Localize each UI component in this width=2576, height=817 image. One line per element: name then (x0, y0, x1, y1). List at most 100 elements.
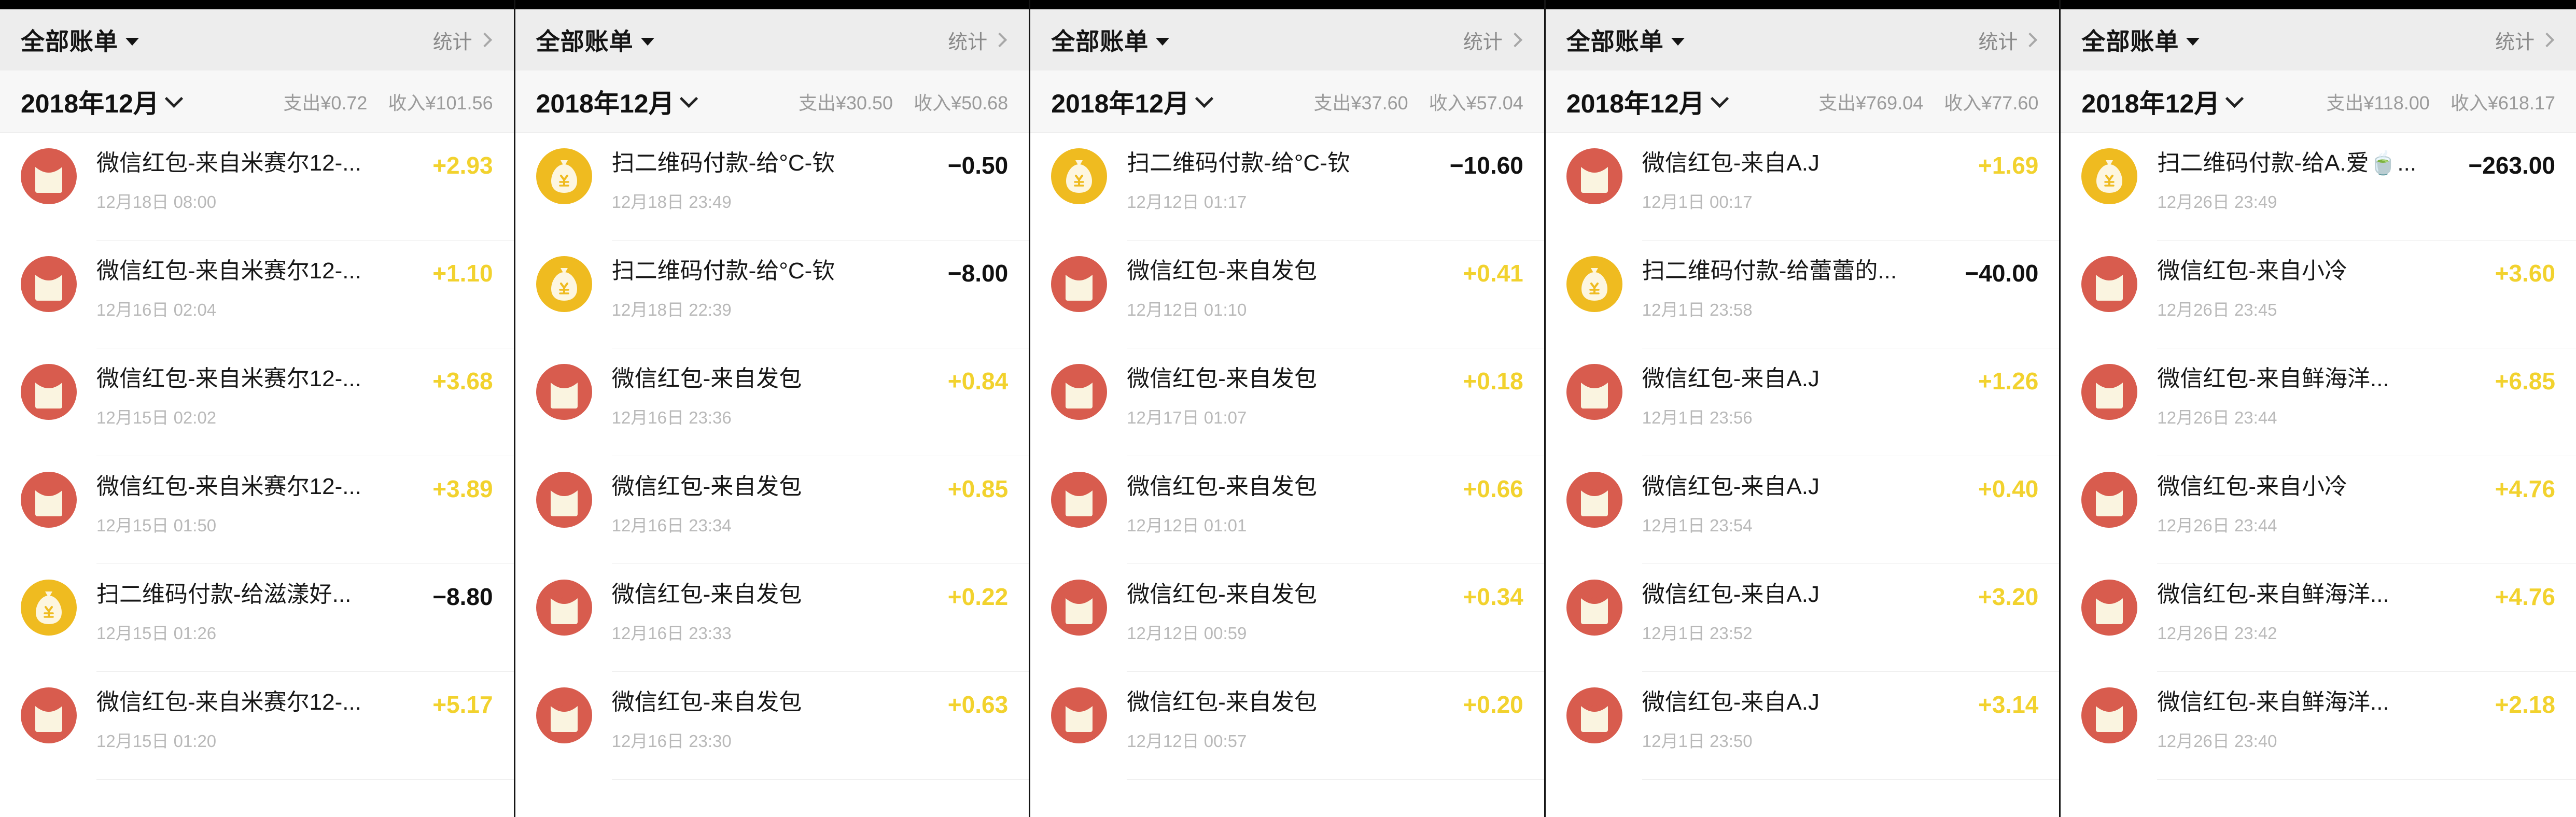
transaction-row[interactable]: 微信红包-来自鲜海洋... 12月26日 23:44 +6.85 (2061, 348, 2576, 456)
statistics-label: 统计 (1463, 31, 1503, 53)
transaction-title: 微信红包-来自A.J (1642, 689, 1820, 715)
transaction-row[interactable]: 扫二维码付款-给°C-钦 12月18日 22:39 −8.00 (515, 241, 1029, 348)
account-filter-dropdown[interactable]: 全部账单 (2081, 23, 2200, 57)
bill-panel-3: 全部账单 统计 2018年12月 支出¥37.60 收入¥57.04 扫二维码付款-给°C… (1030, 0, 1546, 817)
red-packet-icon (21, 687, 77, 743)
transaction-row[interactable]: 微信红包-来自发包 12月12日 00:59 +0.34 (1030, 564, 1544, 672)
red-packet-icon (1566, 364, 1622, 420)
transaction-row[interactable]: 微信红包-来自A.J 12月1日 23:50 +3.14 (1546, 672, 2060, 780)
red-packet-icon (1051, 687, 1108, 743)
transaction-date: 12月16日 23:30 (611, 731, 732, 751)
transaction-row[interactable]: 扫二维码付款-给A.爱🍵... 12月26日 23:49 −263.00 (2061, 133, 2576, 241)
transaction-info: 扫二维码付款-给°C-钦 12月18日 23:49 (612, 148, 941, 213)
transaction-row[interactable]: 微信红包-来自鲜海洋... 12月26日 23:42 +4.76 (2061, 564, 2576, 672)
red-packet-icon (21, 256, 77, 312)
transaction-date: 12月26日 23:44 (2157, 408, 2277, 428)
nav-bar: 全部账单 统计 (0, 9, 514, 71)
transaction-row[interactable]: 微信红包-来自发包 12月12日 01:10 +0.41 (1030, 241, 1544, 348)
transaction-amount: +1.10 (432, 260, 493, 287)
status-bar (1030, 0, 1544, 9)
transaction-amount: +4.76 (2495, 475, 2555, 502)
month-picker[interactable]: 2018年12月 (536, 83, 698, 120)
transaction-row[interactable]: 微信红包-来自小冷 12月26日 23:45 +3.60 (2061, 241, 2576, 348)
statistics-link[interactable]: 统计 (1978, 26, 2038, 54)
transaction-row[interactable]: 扫二维码付款-给蕾蕾的... 12月1日 23:58 −40.00 (1546, 241, 2060, 348)
bill-panel-2: 全部账单 统计 2018年12月 支出¥30.50 收入¥50.68 扫二维码付款-给°C… (515, 0, 1031, 817)
red-packet-icon (21, 472, 77, 528)
red-packet-icon (2081, 364, 2138, 420)
transaction-title: 微信红包-来自米赛尔12-... (96, 689, 361, 715)
account-filter-dropdown[interactable]: 全部账单 (21, 23, 139, 57)
transaction-info: 微信红包-来自米赛尔12-... 12月18日 08:00 (96, 148, 425, 213)
transaction-title: 微信红包-来自发包 (1127, 582, 1317, 607)
transaction-row[interactable]: 微信红包-来自A.J 12月1日 23:52 +3.20 (1546, 564, 2060, 672)
month-picker[interactable]: 2018年12月 (21, 83, 184, 120)
transaction-row[interactable]: 微信红包-来自A.J 12月1日 23:56 +1.26 (1546, 348, 2060, 456)
transaction-info: 微信红包-来自发包 12月17日 01:07 (1127, 364, 1455, 429)
transaction-row[interactable]: 微信红包-来自A.J 12月1日 23:54 +0.40 (1546, 456, 2060, 564)
month-picker[interactable]: 2018年12月 (1051, 83, 1214, 120)
transaction-amount: −40.00 (1965, 260, 2039, 287)
statistics-link[interactable]: 统计 (2495, 26, 2555, 54)
transaction-date: 12月15日 01:20 (96, 731, 217, 751)
chevron-right-icon (1507, 32, 1522, 48)
red-packet-icon (1566, 148, 1622, 204)
transaction-info: 微信红包-来自小冷 12月26日 23:45 (2157, 256, 2487, 321)
transaction-row[interactable]: 微信红包-来自米赛尔12-... 12月15日 02:02 +3.68 (0, 348, 514, 456)
transaction-row[interactable]: 扫二维码付款-给°C-钦 12月18日 23:49 −0.50 (515, 133, 1029, 241)
month-totals: 支出¥37.60 收入¥57.04 (1314, 88, 1523, 115)
transaction-row[interactable]: 微信红包-来自米赛尔12-... 12月15日 01:20 +5.17 (0, 672, 514, 780)
account-filter-dropdown[interactable]: 全部账单 (1051, 23, 1170, 57)
transaction-row[interactable]: 微信红包-来自米赛尔12-... 12月18日 08:00 +2.93 (0, 133, 514, 241)
transaction-row[interactable]: 微信红包-来自鲜海洋... 12月26日 23:40 +2.18 (2061, 672, 2576, 780)
transaction-row[interactable]: 微信红包-来自米赛尔12-... 12月16日 02:04 +1.10 (0, 241, 514, 348)
statistics-link[interactable]: 统计 (948, 26, 1007, 54)
nav-bar: 全部账单 统计 (2061, 9, 2576, 71)
transaction-row[interactable]: 微信红包-来自发包 12月16日 23:36 +0.84 (515, 348, 1029, 456)
transaction-row[interactable]: 微信红包-来自A.J 12月1日 00:17 +1.69 (1546, 133, 2060, 241)
month-picker[interactable]: 2018年12月 (1566, 83, 1729, 120)
transaction-list: 扫二维码付款-给A.爱🍵... 12月26日 23:49 −263.00 微信红包-来… (2061, 133, 2576, 780)
month-label: 2018年12月 (1566, 89, 1705, 118)
transaction-row[interactable]: 微信红包-来自发包 12月12日 01:01 +0.66 (1030, 456, 1544, 564)
red-packet-icon (536, 580, 592, 636)
transaction-title: 扫二维码付款-给°C-钦 (1127, 150, 1350, 176)
red-packet-icon (1566, 580, 1622, 636)
chevron-down-icon (680, 89, 698, 108)
transaction-row[interactable]: 微信红包-来自小冷 12月26日 23:44 +4.76 (2061, 456, 2576, 564)
account-filter-dropdown[interactable]: 全部账单 (536, 23, 654, 57)
nav-title-label: 全部账单 (1051, 28, 1149, 55)
transaction-info: 微信红包-来自鲜海洋... 12月26日 23:44 (2157, 364, 2487, 429)
transaction-row[interactable]: 扫二维码付款-给滋漾好... 12月15日 01:26 −8.80 (0, 564, 514, 672)
transaction-info: 微信红包-来自发包 12月12日 00:57 (1127, 687, 1455, 752)
account-filter-dropdown[interactable]: 全部账单 (1566, 23, 1685, 57)
statistics-label: 统计 (2495, 31, 2535, 53)
transaction-date: 12月12日 00:57 (1127, 731, 1247, 751)
statistics-link[interactable]: 统计 (1463, 26, 1522, 54)
transaction-info: 微信红包-来自发包 12月12日 01:01 (1127, 472, 1455, 537)
transaction-row[interactable]: 微信红包-来自发包 12月17日 01:07 +0.18 (1030, 348, 1544, 456)
transaction-row[interactable]: 微信红包-来自发包 12月16日 23:33 +0.22 (515, 564, 1029, 672)
month-totals: 支出¥769.04 收入¥77.60 (1818, 88, 2038, 115)
transaction-date: 12月1日 00:17 (1642, 192, 1753, 212)
transaction-row[interactable]: 微信红包-来自米赛尔12-... 12月15日 01:50 +3.89 (0, 456, 514, 564)
transaction-title: 微信红包-来自发包 (611, 582, 802, 607)
transaction-row[interactable]: 微信红包-来自发包 12月16日 23:30 +0.63 (515, 672, 1029, 780)
expense-total: 支出¥30.50 (798, 92, 893, 114)
transaction-amount: +0.66 (1463, 475, 1523, 502)
transaction-row[interactable]: 扫二维码付款-给°C-钦 12月12日 01:17 −10.60 (1030, 133, 1544, 241)
month-summary-bar: 2018年12月 支出¥37.60 收入¥57.04 (1030, 71, 1544, 133)
month-picker[interactable]: 2018年12月 (2081, 83, 2244, 120)
income-total: 收入¥101.56 (388, 92, 493, 114)
statistics-link[interactable]: 统计 (433, 26, 492, 54)
transaction-date: 12月1日 23:54 (1642, 516, 1753, 536)
transaction-title: 扫二维码付款-给°C-钦 (611, 150, 835, 176)
transaction-row[interactable]: 微信红包-来自发包 12月16日 23:34 +0.85 (515, 456, 1029, 564)
income-total: 收入¥77.60 (1944, 92, 2039, 114)
transaction-date: 12月17日 01:07 (1127, 408, 1247, 428)
income-total: 收入¥50.68 (914, 92, 1009, 114)
bill-panel-4: 全部账单 统计 2018年12月 支出¥769.04 收入¥77.60 微信红包-来自A.… (1545, 0, 2061, 817)
money-bag-icon (536, 256, 592, 312)
transaction-date: 12月18日 23:49 (611, 192, 732, 212)
transaction-row[interactable]: 微信红包-来自发包 12月12日 00:57 +0.20 (1030, 672, 1544, 780)
